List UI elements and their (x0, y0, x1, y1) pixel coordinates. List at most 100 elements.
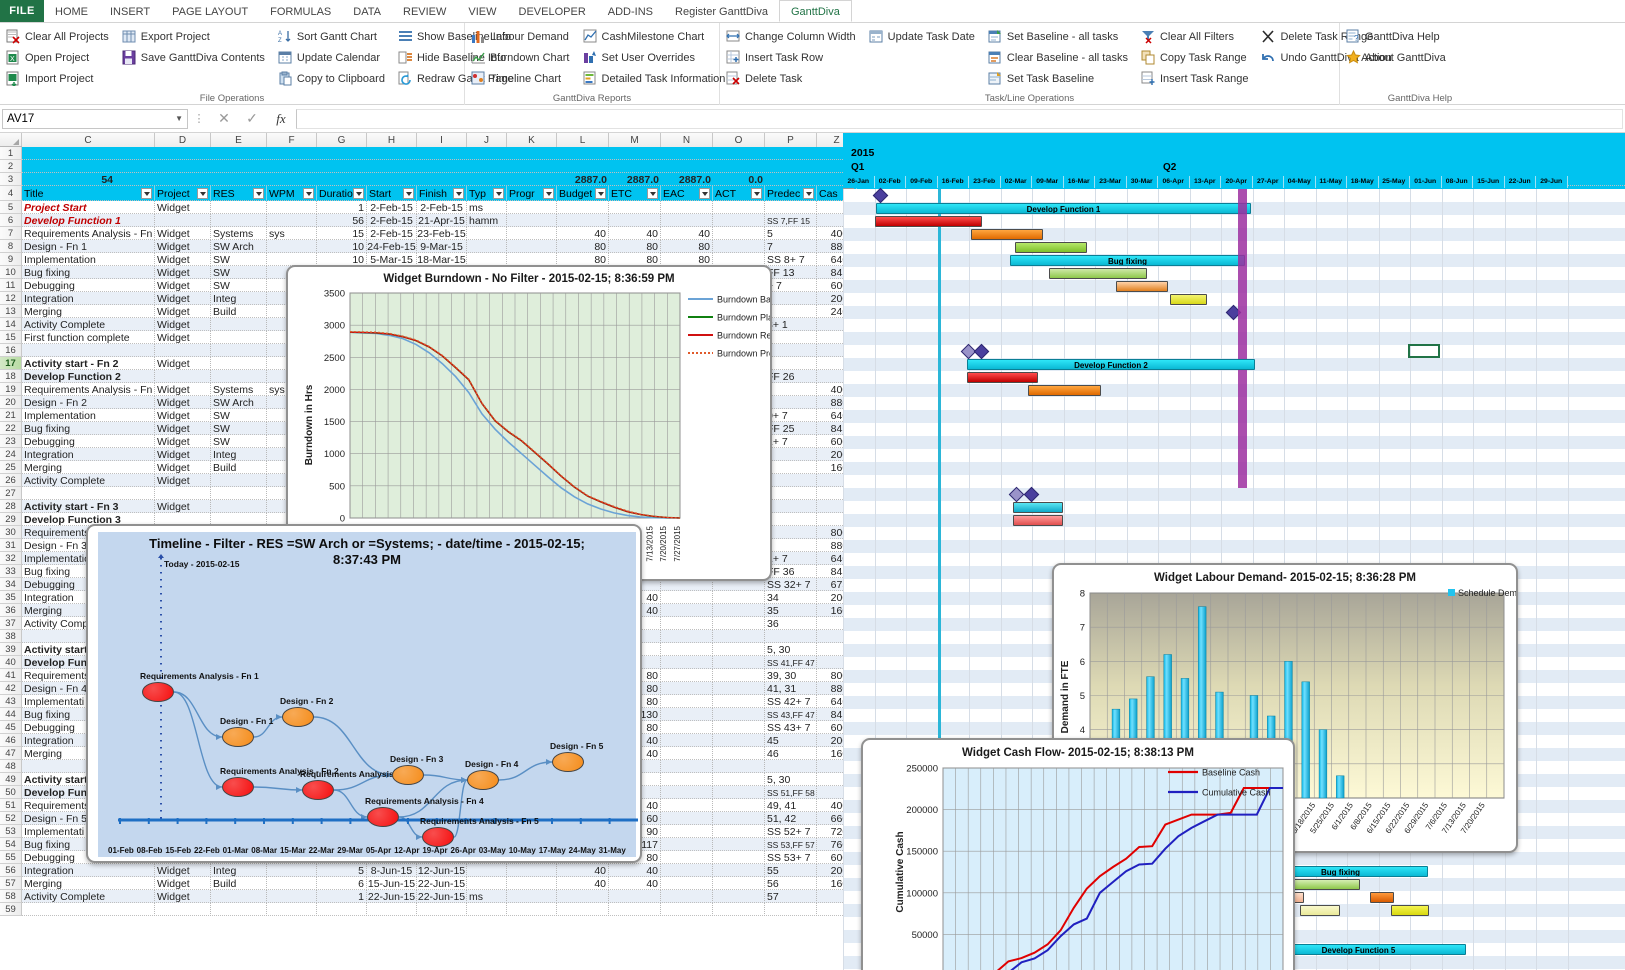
gantt-bar-req-fn1[interactable] (875, 216, 982, 227)
cell-o53[interactable] (713, 825, 765, 838)
timeline-node[interactable] (282, 707, 314, 727)
cell-d24[interactable]: Widget (155, 448, 211, 461)
btn-about-ganttdiva[interactable]: About GanttDiva (1344, 47, 1451, 68)
cell-e13[interactable]: Build (211, 305, 267, 318)
cell-p54[interactable]: SS 53,FF 57 (765, 838, 817, 851)
row-header-31[interactable]: 31 (0, 539, 22, 552)
cell-o58[interactable] (713, 890, 765, 903)
summary-cell-k[interactable] (507, 173, 557, 186)
cell-m37[interactable] (609, 617, 661, 630)
timeline-node[interactable] (222, 777, 254, 797)
btn-set-baseline-all-tasks[interactable]: Set Baseline - all tasks (986, 26, 1133, 47)
row-header-55[interactable]: 55 (0, 851, 22, 864)
cell-o38[interactable] (713, 630, 765, 643)
cell-p17[interactable] (765, 357, 817, 370)
row-header-45[interactable]: 45 (0, 721, 22, 734)
column-filter-header-finish[interactable]: Finish (417, 186, 467, 201)
summary-cell-f[interactable] (267, 173, 317, 186)
cell-e9[interactable]: SW (211, 253, 267, 266)
cell-d9[interactable]: Widget (155, 253, 211, 266)
cell-p59[interactable] (765, 903, 817, 916)
selected-cell-av17[interactable] (1408, 344, 1440, 358)
cell-m49[interactable] (609, 773, 661, 786)
cell-o54[interactable] (713, 838, 765, 851)
row-header-1[interactable]: 1 (0, 147, 22, 160)
cell-k7[interactable] (507, 227, 557, 240)
cell-l8[interactable]: 80 (557, 240, 609, 253)
cell-p56[interactable]: 55 (765, 864, 817, 877)
tab-file[interactable]: FILE (0, 0, 44, 22)
cell-o34[interactable] (713, 578, 765, 591)
cell-p5[interactable] (765, 201, 817, 214)
gantt-bar-fn3-sum[interactable] (1013, 502, 1063, 513)
row-header-27[interactable]: 27 (0, 487, 22, 500)
cell-o59[interactable] (713, 903, 765, 916)
btn-clear-baseline-all-tasks[interactable]: Clear Baseline - all tasks (986, 47, 1133, 68)
btn-timeline-chart[interactable]: Timeline Chart (469, 68, 575, 89)
cell-j5[interactable]: ms (467, 201, 507, 214)
column-filter-header-predec[interactable]: Predec (765, 186, 817, 201)
cell-i58[interactable]: 22-Jun-15 (417, 890, 467, 903)
cell-c9[interactable]: Implementation (22, 253, 155, 266)
cell-n7[interactable]: 40 (661, 227, 713, 240)
row-header-38[interactable]: 38 (0, 630, 22, 643)
timeline-node[interactable] (302, 780, 334, 800)
cell-p47[interactable]: 46 (765, 747, 817, 760)
cell-e23[interactable]: SW (211, 435, 267, 448)
row-header-33[interactable]: 33 (0, 565, 22, 578)
column-filter-header-res[interactable]: RES (211, 186, 267, 201)
cell-d18[interactable] (155, 370, 211, 383)
cell-n54[interactable] (661, 838, 713, 851)
cell-n56[interactable] (661, 864, 713, 877)
summary-cell-g[interactable] (317, 173, 367, 186)
cell-n50[interactable] (661, 786, 713, 799)
cell-m47[interactable]: 40 (609, 747, 661, 760)
cell-e17[interactable] (211, 357, 267, 370)
row-header-21[interactable]: 21 (0, 409, 22, 422)
summary-cell-h[interactable] (367, 173, 417, 186)
cell-e57[interactable]: Build (211, 877, 267, 890)
cell-p15[interactable] (765, 331, 817, 344)
btn-ganttdiva-help[interactable]: ? GanttDiva Help (1344, 26, 1451, 47)
cell-c16[interactable] (22, 344, 155, 357)
btn-copy-to-clipboard[interactable]: Copy to Clipboard (276, 68, 390, 89)
cell-c10[interactable]: Bug fixing (22, 266, 155, 279)
cell-m48[interactable] (609, 760, 661, 773)
cell-m39[interactable] (609, 643, 661, 656)
cell-p6[interactable]: SS 7,FF 15 (765, 214, 817, 227)
cell-p51[interactable]: 49, 41 (765, 799, 817, 812)
cell-c27[interactable] (22, 487, 155, 500)
cell-e58[interactable] (211, 890, 267, 903)
cell-g5[interactable]: 1 (317, 201, 367, 214)
cell-e14[interactable] (211, 318, 267, 331)
tab-register-ganttdiva[interactable]: Register GanttDiva (675, 5, 768, 18)
tab-developer[interactable]: DEVELOPER (518, 5, 586, 18)
cell-g8[interactable]: 10 (317, 240, 367, 253)
cell-f5[interactable] (267, 201, 317, 214)
cell-f9[interactable] (267, 253, 317, 266)
cell-p24[interactable] (765, 448, 817, 461)
cell-n42[interactable] (661, 682, 713, 695)
btn-update-task-date[interactable]: Update Task Date (867, 26, 980, 47)
cell-k8[interactable] (507, 240, 557, 253)
filter-dropdown-icon[interactable] (453, 188, 464, 199)
cell-f6[interactable] (267, 214, 317, 227)
cell-p58[interactable]: 57 (765, 890, 817, 903)
cell-d21[interactable]: Widget (155, 409, 211, 422)
cell-g59[interactable] (317, 903, 367, 916)
row-header-23[interactable]: 23 (0, 435, 22, 448)
row-header-10[interactable]: 10 (0, 266, 22, 279)
cell-o52[interactable] (713, 812, 765, 825)
cell-e56[interactable]: Integ (211, 864, 267, 877)
cell-n53[interactable] (661, 825, 713, 838)
cell-g58[interactable]: 1 (317, 890, 367, 903)
row-header-59[interactable]: 59 (0, 903, 22, 916)
summary-cell-o[interactable]: 0.0 (748, 173, 763, 186)
cell-p10[interactable]: FF 13 (765, 266, 817, 279)
row-header-26[interactable]: 26 (0, 474, 22, 487)
btn-set-task-baseline[interactable]: Set Task Baseline (986, 68, 1133, 89)
cell-d20[interactable]: Widget (155, 396, 211, 409)
labour-bar[interactable] (1301, 681, 1310, 799)
cell-n6[interactable] (661, 214, 713, 227)
cell-o44[interactable] (713, 708, 765, 721)
